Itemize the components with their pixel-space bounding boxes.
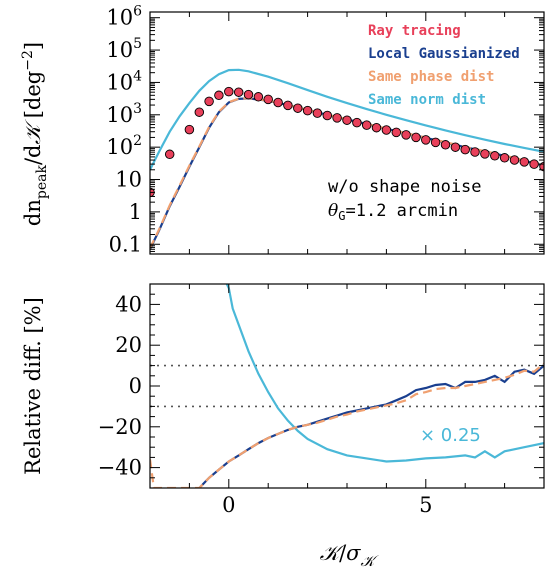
x-axis-label: 𝒦/σ𝒦	[320, 541, 380, 570]
bottom-y-axis-label: Relative diff. [%]	[21, 297, 45, 475]
ray-tracing-point	[372, 123, 381, 132]
ray-tracing-point	[254, 93, 263, 102]
ray-tracing-point	[284, 101, 293, 110]
ray-tracing-point	[165, 150, 174, 159]
ray-tracing-point	[264, 95, 273, 104]
ray-tracing-point	[195, 108, 204, 117]
ray-tracing-point	[402, 131, 411, 140]
bottom-y-tick-label: 40	[115, 292, 142, 316]
ray-tracing-point	[481, 150, 490, 159]
top-y-tick-label: 106	[106, 4, 142, 30]
annotation-shape-noise: w/o shape noise	[328, 177, 482, 197]
bottom-y-tick-label: −20	[98, 415, 142, 439]
bottom-local-gaussianized-line	[199, 366, 544, 488]
ray-tracing-point	[234, 88, 243, 97]
relative-diff-panel: −40 −20 0 20 40 0 5 Relative diff. [%] × 0.25…	[21, 284, 544, 570]
ray-tracing-point	[225, 87, 234, 96]
top-y-tick-label: 103	[106, 101, 142, 127]
bottom-y-tick-label: −40	[98, 456, 142, 480]
ray-tracing-point	[185, 125, 194, 134]
ray-tracing-point	[313, 109, 322, 118]
ray-tracing-point	[530, 160, 539, 169]
bottom-x-tick-label: 0	[222, 493, 235, 517]
theta-symbol: θ	[328, 201, 338, 221]
annotation-smoothing: θG=1.2 arcmin	[328, 201, 458, 223]
ray-tracing-point	[412, 133, 421, 142]
ray-tracing-point	[510, 156, 519, 165]
xlabel-sigma: σ	[346, 541, 361, 565]
ylabel-sup: −2	[20, 50, 36, 71]
legend-same-norm-dist: Same norm dist	[368, 92, 486, 108]
xlabel-sub: 𝒦	[361, 552, 380, 570]
ray-tracing-point	[422, 136, 431, 145]
theta-rest: =1.2 arcmin	[345, 201, 458, 221]
ylabel-open: [deg	[21, 71, 45, 125]
ray-tracing-point	[303, 106, 312, 115]
legend-same-phase-dist: Same phase dist	[368, 69, 494, 85]
scale-annotation: × 0.25	[420, 425, 481, 446]
bottom-axes-frame	[150, 284, 544, 488]
ray-tracing-point	[294, 104, 303, 113]
ray-tracing-point	[461, 145, 470, 154]
ray-tracing-point	[431, 138, 440, 147]
ray-tracing-point	[323, 111, 332, 120]
top-y-tick-label: 104	[106, 68, 142, 94]
ray-tracing-point	[205, 97, 214, 106]
legend: Ray tracing Local Gaussianized Same phas…	[368, 23, 520, 108]
ray-tracing-point	[500, 154, 509, 163]
ray-tracing-point	[343, 116, 352, 125]
top-y-axis-label: dnpeak/d𝒦 [deg−2]	[20, 42, 50, 226]
ylabel-sub: peak	[34, 165, 50, 200]
ray-tracing-point	[392, 128, 401, 137]
bottom-same-phase-dist-line	[150, 364, 544, 488]
ray-tracing-point	[353, 118, 362, 127]
ray-tracing-point	[382, 126, 391, 135]
ray-tracing-point	[491, 152, 500, 161]
ray-tracing-point	[333, 114, 342, 123]
bottom-y-tick-label: 0	[129, 374, 142, 398]
bottom-y-tick-label: 20	[115, 333, 142, 357]
ray-tracing-point	[451, 143, 460, 152]
ray-tracing-point	[215, 91, 224, 100]
ray-tracing-point	[520, 158, 529, 167]
ray-tracing-point	[274, 98, 283, 107]
ylabel-div: /d	[21, 144, 45, 165]
ray-tracing-point	[362, 121, 371, 130]
theta-sub: G	[338, 209, 345, 223]
top-y-tick-label: 105	[106, 36, 142, 62]
ray-tracing-point	[471, 148, 480, 157]
ylabel-main: dn	[21, 199, 45, 226]
ray-tracing-point	[441, 141, 450, 150]
ylabel-close: ]	[21, 42, 45, 50]
bottom-x-tick-label: 5	[419, 493, 432, 517]
top-y-tick-label: 10	[115, 168, 142, 192]
top-y-tick-label: 102	[106, 133, 142, 159]
annotation: w/o shape noise θG=1.2 arcmin	[328, 177, 482, 223]
top-y-tick-label: 1	[129, 200, 142, 224]
legend-local-gaussianized: Local Gaussianized	[368, 46, 520, 62]
top-y-tick-label: 0.1	[109, 232, 142, 256]
ray-tracing-point	[244, 90, 253, 99]
legend-ray-tracing: Ray tracing	[368, 23, 461, 39]
